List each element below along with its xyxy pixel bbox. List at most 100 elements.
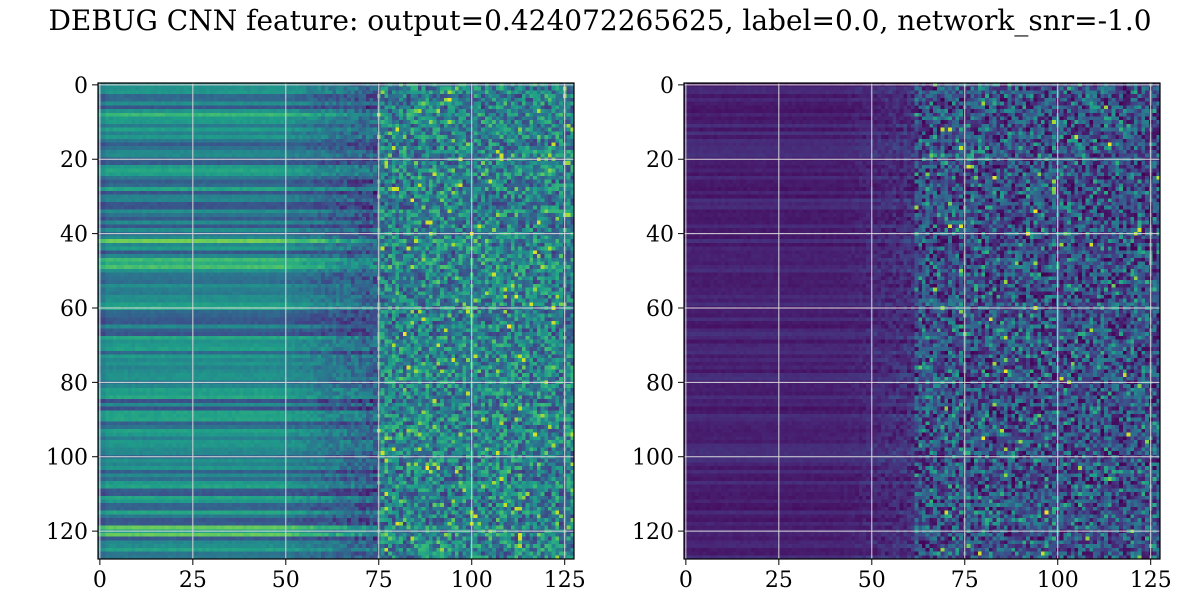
heatmap-cell [366,139,370,143]
heatmap-cell [143,94,147,98]
heatmap-cell [511,113,515,117]
heatmap-cell [347,120,351,124]
heatmap-cell [429,209,433,213]
heatmap-cell [369,116,373,120]
heatmap-cell [243,165,247,169]
heatmap-cell [303,143,307,147]
heatmap-cell [124,221,128,225]
heatmap-cell [407,116,411,120]
heatmap-cell [158,120,162,124]
heatmap-cell [336,109,340,113]
heatmap-cell [429,113,433,117]
heatmap-cell [541,198,545,202]
heatmap-cell [388,98,392,102]
heatmap-cell [131,139,135,143]
heatmap-cell [466,217,470,221]
heatmap-cell [485,195,489,199]
heatmap-cell [295,209,299,213]
heatmap-cell [105,191,109,195]
heatmap-cell [102,139,106,143]
heatmap-cell [451,165,455,169]
heatmap-cell [310,187,314,191]
heatmap-cell [288,183,292,187]
heatmap-cell [414,150,418,154]
heatmap-cell [537,124,541,128]
heatmap-cell [131,116,135,120]
heatmap-cell [347,143,351,147]
heatmap-cell [526,150,530,154]
heatmap-cell [224,198,228,202]
heatmap-cell [228,183,232,187]
heatmap-cell [425,143,429,147]
heatmap-cell [433,143,437,147]
heatmap-cell [533,176,537,180]
heatmap-cell [243,87,247,91]
heatmap-cell [165,146,169,150]
heatmap-cell [102,113,106,117]
heatmap-cell [559,187,563,191]
heatmap-cell [184,180,188,184]
heatmap-cell [552,180,556,184]
heatmap-cell [262,206,266,210]
heatmap-cell [172,109,176,113]
heatmap-cell [552,131,556,135]
heatmap-cell [277,165,281,169]
heatmap-cell [444,161,448,165]
heatmap-cell [243,135,247,139]
heatmap-cell [247,98,251,102]
heatmap-cell [250,146,254,150]
heatmap-cell [515,131,519,135]
heatmap-cell [206,102,210,106]
heatmap-cell [146,209,150,213]
heatmap-cell [388,195,392,199]
heatmap-cell [462,213,466,217]
heatmap-cell [414,102,418,106]
heatmap-cell [321,224,325,228]
heatmap-cell [515,146,519,150]
heatmap-cell [436,94,440,98]
heatmap-cell [340,154,344,158]
heatmap-cell [414,128,418,132]
heatmap-cell [176,90,180,94]
heatmap-cell [455,150,459,154]
heatmap-cell [384,209,388,213]
heatmap-cell [448,87,452,91]
heatmap-cell [206,161,210,165]
heatmap-cell [217,116,221,120]
heatmap-cell [369,213,373,217]
heatmap-cell [362,224,366,228]
heatmap-cell [306,120,310,124]
heatmap-cell [466,165,470,169]
heatmap-cell [303,87,307,91]
heatmap-cell [366,161,370,165]
heatmap-cell [176,113,180,117]
heatmap-cell [429,90,433,94]
heatmap-cell [221,90,225,94]
heatmap-cell [533,105,537,109]
heatmap-cell [143,191,147,195]
heatmap-cell [403,124,407,128]
heatmap-cell [277,98,281,102]
heatmap-cell [440,135,444,139]
heatmap-cell [277,169,281,173]
heatmap-cell [273,169,277,173]
heatmap-cell [161,224,165,228]
heatmap-cell [425,183,429,187]
heatmap-cell [210,198,214,202]
heatmap-cell [567,135,571,139]
heatmap-cell [310,109,314,113]
heatmap-cell [451,109,455,113]
heatmap-cell [436,109,440,113]
heatmap-cell [396,169,400,173]
heatmap-cell [529,131,533,135]
heatmap-cell [243,98,247,102]
heatmap-cell [228,161,232,165]
heatmap-cell [131,150,135,154]
heatmap-cell [436,187,440,191]
heatmap-cell [429,198,433,202]
heatmap-cell [154,165,158,169]
heatmap-cell [366,224,370,228]
heatmap-cell [124,202,128,206]
heatmap-cell [325,176,329,180]
heatmap-cell [102,131,106,135]
